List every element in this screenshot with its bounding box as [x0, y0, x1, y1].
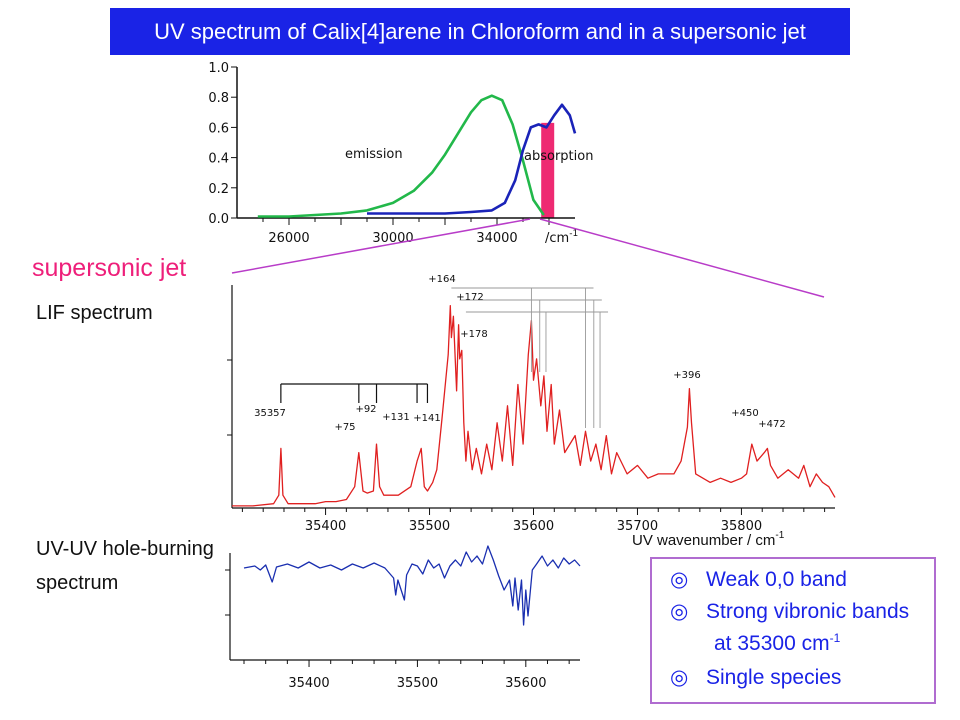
chart2-x-axis-title: UV wavenumber / cm-1 [632, 530, 785, 549]
holeburning-label: UV-UV hole-burning spectrum [36, 532, 266, 600]
chart1-series-emission [257, 94, 545, 218]
peak-label: +472 [758, 419, 785, 430]
summary-item-vibronic-bands: ◎ Strong vibronic bands [670, 599, 909, 624]
chart1-series-label-absorption: absorption [524, 149, 593, 164]
summary-wavenumber-sup: -1 [829, 631, 841, 645]
peak-label: +450 [731, 408, 758, 419]
holeburning-label-line2: spectrum [36, 572, 119, 594]
summary-item-single-species: ◎ Single species [670, 665, 841, 690]
lif-spectrum-label: LIF spectrum [36, 302, 153, 324]
peak-label: +92 [355, 404, 376, 415]
chart1-y-tick-label: 0.6 [208, 121, 229, 136]
chart1-x-tick-label: 26000 [268, 231, 309, 246]
chart1-series-label-emission: emission [345, 147, 403, 162]
holeburning-label-line1: UV-UV hole-burning [36, 538, 214, 560]
chart2-x-tick-label: 35400 [305, 519, 346, 534]
peak-label: +75 [334, 422, 355, 433]
chart2-x-tick-label: 35600 [513, 519, 554, 534]
peak-label: +141 [413, 413, 440, 424]
absorption-highlight-bar [541, 122, 555, 218]
chart1-series-absorption [367, 103, 577, 215]
peak-label: +178 [460, 329, 487, 340]
double-circle-icon: ◎ [670, 666, 689, 689]
summary-item-wavenumber: at 35300 cm-1 [714, 631, 840, 656]
summary-item-text: Weak 0,0 band [706, 568, 847, 591]
chart1-y-tick-label: 0.0 [208, 212, 229, 227]
peak-label: 35357 [254, 408, 286, 419]
chart1-y-tick-label: 0.8 [208, 91, 229, 106]
zoom-connector-right [539, 218, 825, 298]
chart1-y-tick-label: 0.4 [208, 152, 229, 167]
supersonic-jet-label: supersonic jet [32, 254, 187, 282]
double-circle-icon: ◎ [670, 568, 689, 591]
chart3-x-tick-label: 35500 [397, 676, 438, 691]
double-circle-icon: ◎ [670, 600, 689, 623]
slide-title: UV spectrum of Calix[4]arene in Chlorofo… [110, 8, 850, 55]
chart1-y-tick-label: 1.0 [208, 61, 229, 76]
chart2-series-lif [232, 304, 836, 507]
summary-item-weak-band: ◎ Weak 0,0 band [670, 567, 847, 592]
chart2-x-axis-title-sup: -1 [775, 530, 784, 541]
chart1-y-tick-label: 0.2 [208, 182, 229, 197]
peak-label: +131 [382, 412, 409, 423]
chart3-x-tick-label: 35400 [288, 676, 329, 691]
chart2-x-tick-label: 35800 [721, 519, 762, 534]
summary-box: ◎ Weak 0,0 band ◎ Strong vibronic bands at… [650, 557, 936, 704]
chart3-x-tick-label: 35600 [505, 676, 546, 691]
chart1-x-axis-title-sup: -1 [569, 229, 578, 239]
peak-label: +172 [456, 292, 483, 303]
chart1-x-axis-title: /cm-1 [545, 229, 578, 246]
summary-item-text: Single species [706, 666, 842, 689]
chart2-x-tick-label: 35700 [617, 519, 658, 534]
peak-label: +164 [428, 274, 455, 285]
summary-item-text: Strong vibronic bands [706, 600, 910, 623]
summary-wavenumber-text: at 35300 cm [714, 632, 830, 655]
chart3-series-holeburning [243, 545, 581, 626]
zoom-connector-left [231, 218, 531, 274]
chart1-x-tick-label: 34000 [476, 231, 517, 246]
peak-label: +396 [673, 370, 700, 381]
chart2-x-tick-label: 35500 [409, 519, 450, 534]
